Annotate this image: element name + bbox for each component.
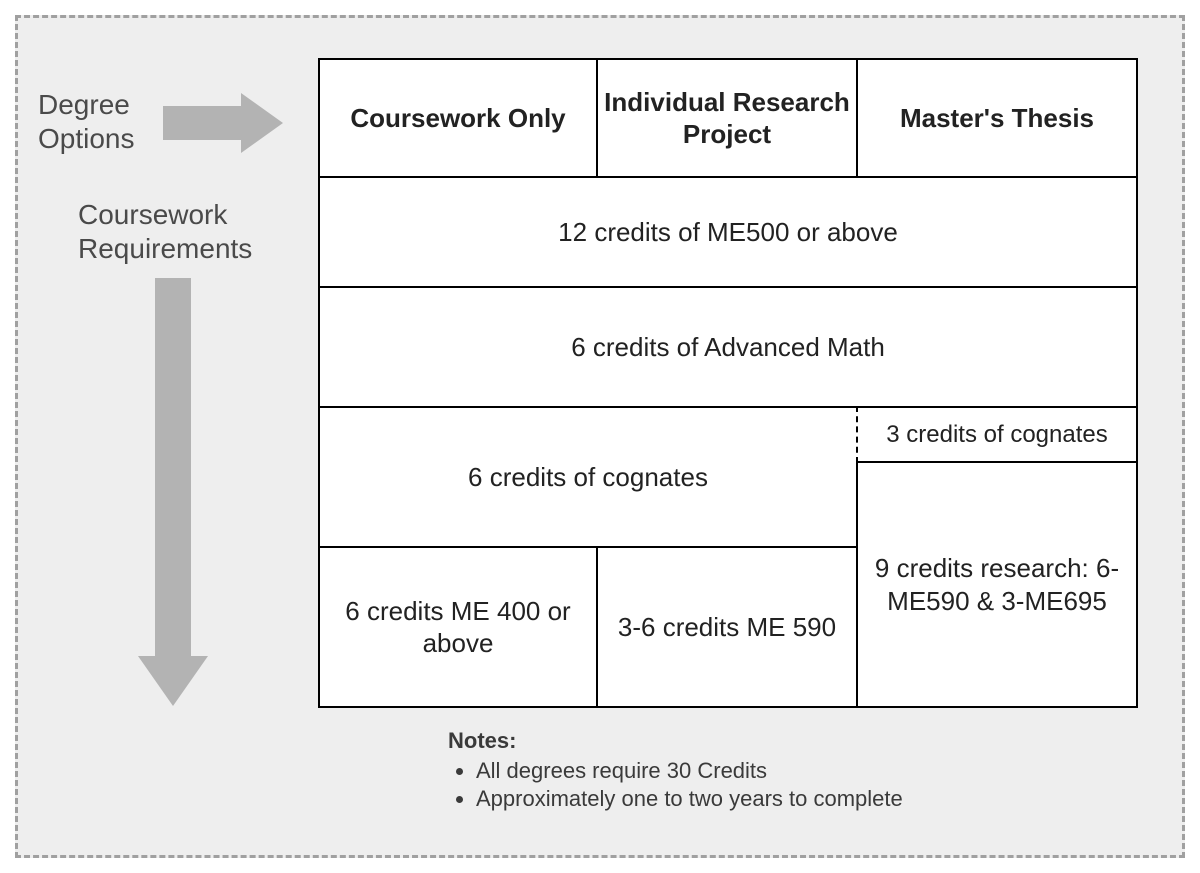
row-me500: 12 credits of ME500 or above — [318, 176, 1138, 288]
dashed-frame: Degree Options Coursework Requirements C… — [15, 15, 1185, 858]
label-degree-options: Degree Options — [38, 88, 158, 155]
row-me590: 3-6 credits ME 590 — [596, 546, 858, 708]
arrow-down-icon — [138, 278, 208, 708]
canvas: Degree Options Coursework Requirements C… — [0, 0, 1200, 873]
notes-item: Approximately one to two years to comple… — [476, 786, 903, 812]
row-research-credits: 9 credits research: 6- ME590 & 3-ME695 — [856, 461, 1138, 708]
header-masters-thesis: Master's Thesis — [856, 58, 1138, 178]
notes-item: All degrees require 30 Credits — [476, 758, 903, 784]
notes-title: Notes: — [448, 728, 903, 754]
notes-section: Notes: All degrees require 30 Credits Ap… — [448, 728, 903, 814]
row-me400: 6 credits ME 400 or above — [318, 546, 598, 708]
row-advanced-math: 6 credits of Advanced Math — [318, 286, 1138, 408]
notes-list: All degrees require 30 Credits Approxima… — [448, 758, 903, 812]
arrow-right-icon — [163, 93, 283, 153]
label-coursework-requirements: Coursework Requirements — [78, 198, 278, 265]
header-coursework-only: Coursework Only — [318, 58, 598, 178]
header-individual-research: Individual Research Project — [596, 58, 858, 178]
row-cognates-right-top: 3 credits of cognates — [856, 406, 1138, 463]
row-cognates-left: 6 credits of cognates — [318, 406, 858, 548]
requirements-table: Coursework Only Individual Research Proj… — [318, 58, 1138, 708]
